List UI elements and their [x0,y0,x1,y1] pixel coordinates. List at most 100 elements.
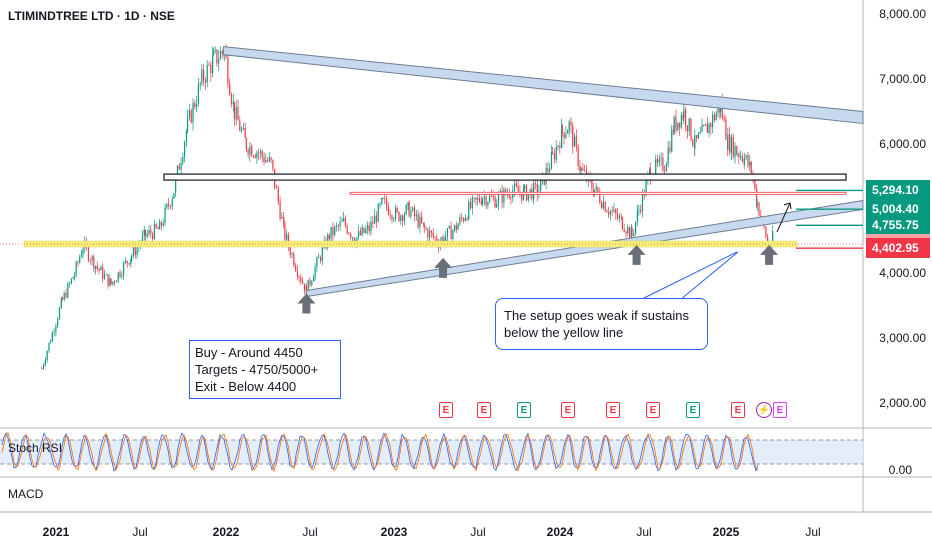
candle-body [109,278,111,286]
candle-body [756,188,758,206]
candle-body [673,116,675,133]
candle-body [468,202,470,220]
candle-body [247,149,249,155]
candle-body [600,202,603,208]
overlays [0,46,864,314]
candle-body [312,277,315,282]
candle-body [263,156,265,163]
earnings-badge[interactable]: E [646,402,660,418]
candle-body [187,117,189,131]
candle-body [150,230,152,234]
candle-body [471,198,473,209]
candle-body [103,274,106,279]
candle-body [359,231,362,235]
candle-body [281,216,283,219]
candle-body [701,125,703,132]
candle-body [492,196,494,197]
candle-body [169,205,172,207]
earnings-badge[interactable]: E [561,402,575,418]
stoch-rsi-pane [0,431,863,473]
candle-body [483,196,485,200]
candle-body [459,217,461,225]
candle-body [112,281,114,285]
candle-body [580,168,582,171]
earnings-badge[interactable]: E [439,402,453,418]
candle-body [328,234,330,240]
candle-body [346,225,348,233]
candle-body [235,106,237,120]
candle-body [175,177,177,193]
candle-body [268,157,271,162]
candle-body [73,275,75,278]
candle-body [721,101,723,118]
trade-plan-buy: Buy - Around 4450 [195,345,303,360]
callout-line-1: The setup goes weak if sustains [504,308,689,323]
candle-body [286,234,288,240]
candle-body [206,65,208,83]
candle-body [732,136,734,157]
candle-body [98,268,100,271]
candle-body [521,192,523,200]
candle-body [96,266,98,269]
candle-body [57,319,59,326]
up-arrow-marker [627,244,646,265]
candle-body [342,217,345,222]
candle-body [694,135,696,149]
stoch-k-line [1,432,759,472]
candle-body [641,192,644,212]
red-resistance-line [349,191,847,195]
candle-body [265,160,267,163]
candle-body [553,153,556,160]
earnings-badge[interactable]: E [517,402,531,418]
candle-body [214,49,216,52]
candle-body [658,158,660,163]
candle-body [134,246,136,256]
candle-body [143,229,145,236]
candle-body [611,210,613,212]
candle-body [368,225,370,232]
earnings-badge[interactable]: E [686,402,700,418]
candle-body [77,262,79,264]
candle-body [441,237,443,242]
candle-body [148,230,150,234]
upper-trend-channel [222,46,864,125]
candle-body [233,101,235,120]
candle-body [536,183,538,195]
candle-body [212,55,214,73]
resistance-box [163,173,847,181]
candle-body [712,114,714,127]
price-tag: 4,402.95 [866,238,930,259]
candle-body [403,214,405,222]
x-tick-label: 2022 [212,525,240,539]
candle-body [434,237,436,238]
candle-body [401,215,404,222]
candle-body [144,229,147,237]
candle-body [462,218,465,221]
price-tag: 5,294.10 [866,180,930,201]
candle-body [730,136,733,153]
candle-body [717,106,719,114]
candle-body [242,127,244,130]
candle-body [540,179,542,192]
candle-body [374,215,376,224]
earnings-badge[interactable]: E [606,402,620,418]
earnings-badge[interactable]: E [477,402,491,418]
candle-body [348,232,350,235]
candle-body [270,157,272,160]
candle-body [389,214,391,216]
callout-line-2: below the yellow line [504,325,624,340]
candle-body [155,223,157,228]
candle-body [182,156,184,164]
earnings-badge[interactable]: E [773,402,787,418]
earnings-badge[interactable]: ⚡ [756,402,772,418]
candle-body [628,227,631,238]
candle-body [678,122,681,128]
candle-body [153,223,156,239]
candle-body [295,265,297,271]
candle-body [332,227,334,235]
candle-body [123,263,125,276]
candle-body [688,118,690,132]
earnings-badge[interactable]: E [731,402,745,418]
candle-body [708,123,710,134]
